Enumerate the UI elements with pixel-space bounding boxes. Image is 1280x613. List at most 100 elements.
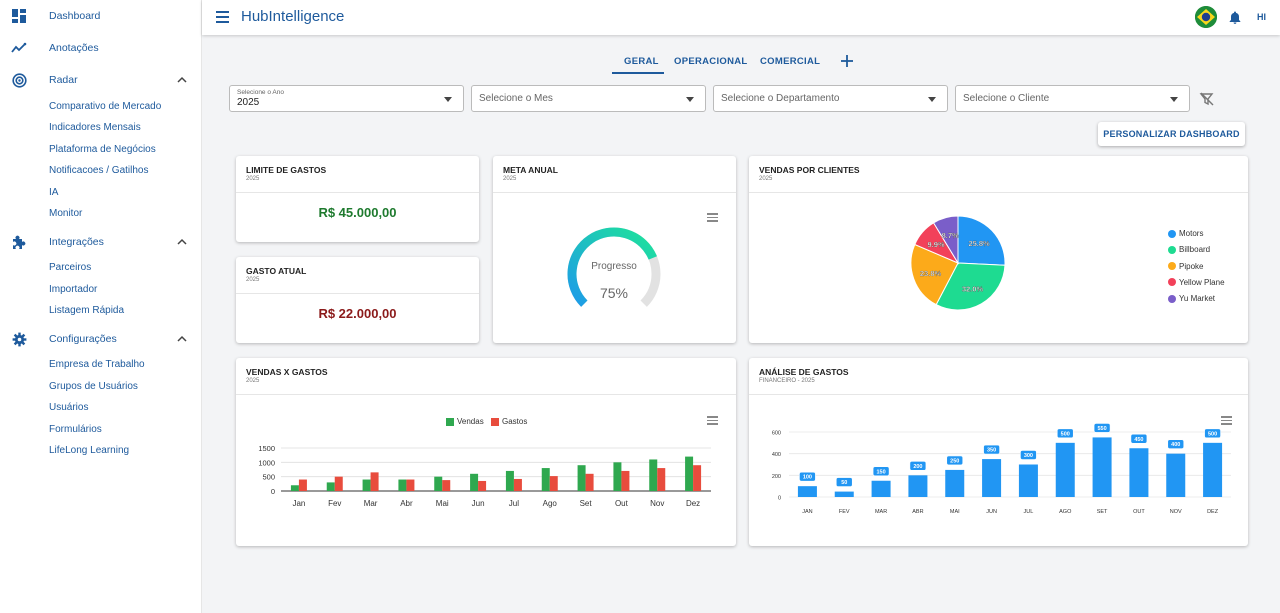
card-title: VENDAS X GASTOS bbox=[246, 367, 328, 377]
pie-slice-label: 23.8% bbox=[920, 269, 942, 278]
bar-gastos bbox=[334, 476, 343, 491]
legend-dot bbox=[1168, 278, 1176, 287]
sidebar-subitem-parceiros[interactable]: Parceiros bbox=[49, 262, 92, 273]
department-select[interactable]: Selecione o Departamento bbox=[713, 85, 948, 112]
tab-operacional[interactable]: OPERACIONAL bbox=[674, 56, 748, 67]
sidebar-item-label: Dashboard bbox=[49, 10, 101, 22]
add-tab-icon[interactable] bbox=[840, 54, 854, 68]
caret-down-icon bbox=[686, 97, 694, 102]
data-label-box bbox=[799, 471, 816, 482]
sidebar-subitem-monitor[interactable]: Monitor bbox=[49, 208, 83, 219]
card-subtitle: FINANCEIRO - 2025 bbox=[759, 378, 815, 384]
sidebar-subitem-lifelong[interactable]: LifeLong Learning bbox=[49, 445, 130, 456]
sidebar-subitem-listagem[interactable]: Listagem Rápida bbox=[49, 305, 125, 316]
gear-icon bbox=[11, 331, 27, 347]
tab-geral[interactable]: GERAL bbox=[624, 56, 659, 67]
bar bbox=[1092, 437, 1112, 497]
data-label-box bbox=[1167, 439, 1185, 449]
meta-anual-card: META ANUAL 2025 Progresso 75% bbox=[493, 156, 736, 343]
card-title: GASTO ATUAL bbox=[246, 266, 307, 276]
chevron-up-icon[interactable] bbox=[176, 333, 188, 345]
sidebar-subitem-ia[interactable]: IA bbox=[49, 187, 59, 198]
chevron-up-icon[interactable] bbox=[176, 236, 188, 248]
chevron-up-icon[interactable] bbox=[176, 74, 188, 86]
bar bbox=[1166, 453, 1186, 497]
data-label-box bbox=[1204, 428, 1221, 439]
bar-vendas bbox=[434, 476, 443, 491]
x-tick-label: SET bbox=[1097, 509, 1108, 515]
legend-swatch bbox=[491, 417, 499, 426]
vendas-gastos-chart: 0 500 1000 1500 Jan Fev Mar Abr Mai Jun Jul Ago Set O… bbox=[258, 444, 711, 508]
bar-vendas bbox=[685, 456, 694, 491]
sidebar-subitem-plataforma[interactable]: Plataforma de Negócios bbox=[49, 144, 156, 155]
legend-item[interactable]: Gastos bbox=[491, 417, 527, 426]
pie-legend-item[interactable]: Billboard bbox=[1168, 245, 1210, 254]
bar-vendas bbox=[541, 468, 550, 491]
pie-legend-item[interactable]: Yu Market bbox=[1168, 294, 1215, 303]
tab-comercial[interactable]: COMERCIAL bbox=[760, 56, 821, 67]
user-avatar[interactable]: HI bbox=[1257, 12, 1266, 22]
sidebar-item-integracoes[interactable]: Integrações bbox=[0, 230, 202, 254]
y-tick-label: 400 bbox=[772, 452, 781, 458]
bar bbox=[1055, 442, 1075, 497]
pie-slice-label: 32.0% bbox=[962, 284, 984, 293]
legend-label: Gastos bbox=[502, 417, 528, 426]
x-tick-label: ABR bbox=[912, 509, 923, 515]
y-tick-label: 600 bbox=[772, 431, 781, 437]
clear-filter-icon[interactable] bbox=[1199, 91, 1215, 107]
year-select[interactable]: Selecione o Ano 2025 bbox=[229, 85, 464, 112]
bar bbox=[945, 469, 965, 497]
pie-slice-label: 25.8% bbox=[968, 239, 990, 248]
sidebar-subitem-usuarios[interactable]: Usuários bbox=[49, 402, 89, 413]
legend-item[interactable]: Vendas bbox=[446, 417, 484, 426]
vendas-clientes-card: VENDAS POR CLIENTES 2025 25.8% 32.0% 23.8%… bbox=[749, 156, 1248, 343]
sidebar-subitem-comparativo[interactable]: Comparativo de Mercado bbox=[49, 101, 162, 112]
data-label: 200 bbox=[913, 464, 922, 470]
x-tick-label: DEZ bbox=[1207, 509, 1219, 515]
x-tick-label: Abr bbox=[400, 499, 413, 508]
sidebar-subitem-notificacoes[interactable]: Notificacoes / Gatilhos bbox=[49, 165, 149, 176]
pie-legend-item[interactable]: Pipoke bbox=[1168, 262, 1203, 271]
sidebar-subitem-empresa[interactable]: Empresa de Trabalho bbox=[49, 359, 145, 370]
data-label-box bbox=[1093, 423, 1111, 433]
data-label: 500 bbox=[1208, 431, 1217, 437]
client-select[interactable]: Selecione o Cliente bbox=[955, 85, 1190, 112]
card-title: META ANUAL bbox=[503, 165, 558, 175]
meta-gauge bbox=[567, 227, 661, 307]
month-select[interactable]: Selecione o Mes bbox=[471, 85, 706, 112]
sidebar-item-configuracoes[interactable]: Configurações bbox=[0, 327, 202, 351]
sidebar-subitem-importador[interactable]: Importador bbox=[49, 284, 98, 295]
sidebar-subitem-indicadores[interactable]: Indicadores Mensais bbox=[49, 122, 141, 133]
bar bbox=[1018, 464, 1038, 497]
customize-dashboard-button[interactable]: PERSONALIZAR DASHBOARD bbox=[1098, 122, 1245, 146]
x-tick-label: JUL bbox=[1024, 509, 1034, 515]
pie-legend-item[interactable]: Yellow Plane bbox=[1168, 278, 1225, 287]
sidebar-item-dashboard[interactable]: Dashboard bbox=[0, 4, 202, 28]
trend-icon bbox=[11, 40, 27, 56]
pie-slice bbox=[932, 215, 959, 265]
sidebar-item-radar[interactable]: Radar bbox=[0, 68, 202, 92]
sidebar-item-label: Integrações bbox=[49, 236, 104, 248]
sidebar-item-anotacoes[interactable]: Anotações bbox=[0, 36, 202, 60]
sidebar-subitem-formularios[interactable]: Formulários bbox=[49, 424, 102, 435]
y-tick-label: 500 bbox=[262, 473, 275, 482]
menu-icon[interactable] bbox=[216, 11, 229, 23]
chart-menu-icon[interactable] bbox=[707, 213, 718, 222]
bar-vendas bbox=[326, 482, 335, 491]
brazil-flag-icon[interactable] bbox=[1195, 6, 1217, 28]
bar bbox=[797, 486, 817, 497]
legend-label: Billboard bbox=[1179, 245, 1211, 255]
x-tick-label: Jul bbox=[509, 499, 519, 508]
year-select-value: 2025 bbox=[237, 97, 260, 108]
chart-menu-icon[interactable] bbox=[707, 416, 718, 425]
chart-menu-icon[interactable] bbox=[1221, 416, 1232, 425]
top-bar: HubIntelligence HI bbox=[202, 0, 1280, 35]
y-tick-label: 0 bbox=[778, 496, 781, 502]
sidebar-subitem-grupos[interactable]: Grupos de Usuários bbox=[49, 381, 138, 392]
bell-icon[interactable] bbox=[1228, 10, 1242, 24]
tab-active-indicator bbox=[612, 72, 664, 74]
x-tick-label: Mai bbox=[436, 499, 449, 508]
data-label: 450 bbox=[1134, 437, 1143, 443]
pie-legend-item[interactable]: Motors bbox=[1168, 229, 1203, 238]
legend-label: Vendas bbox=[457, 417, 484, 426]
